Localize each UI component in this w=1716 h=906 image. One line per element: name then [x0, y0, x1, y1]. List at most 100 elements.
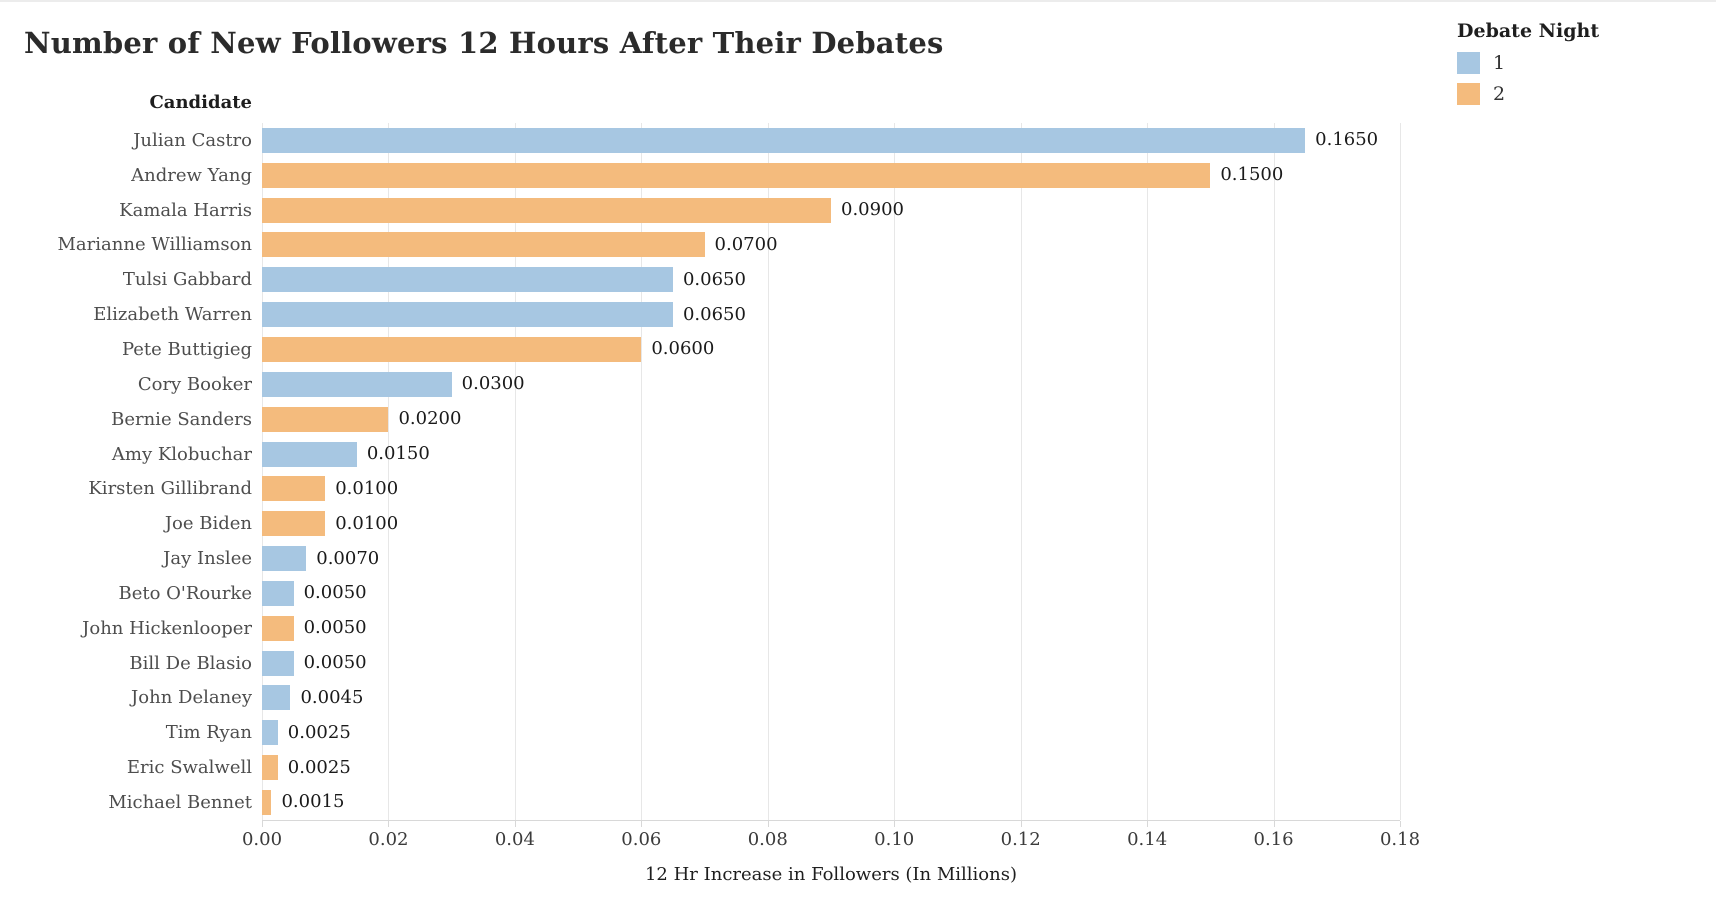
tick-mark: [388, 821, 390, 827]
chart-row: Tulsi Gabbard 0.0650: [0, 262, 1680, 297]
tick-mark: [1020, 821, 1022, 827]
candidate-label: John Hickenlooper: [82, 617, 252, 639]
bar[interactable]: [262, 197, 831, 223]
chart-row: Elizabeth Warren 0.0650: [0, 297, 1680, 332]
tick-mark: [767, 821, 769, 827]
tick-mark: [894, 821, 896, 827]
bar[interactable]: [262, 441, 357, 467]
gridline: [894, 123, 896, 820]
bar[interactable]: [262, 685, 291, 711]
bar-area: 0.0070: [262, 546, 1400, 572]
gridline: [1273, 123, 1275, 820]
bar-area: 0.0150: [262, 441, 1400, 467]
bar[interactable]: [262, 267, 673, 293]
legend-item[interactable]: 2: [1457, 83, 1707, 105]
chart-row: John Hickenlooper 0.0050: [0, 611, 1680, 646]
bar[interactable]: [262, 232, 705, 258]
candidate-label: Marianne Williamson: [57, 234, 253, 256]
tick-mark: [514, 821, 516, 827]
tick-mark: [262, 821, 263, 827]
bar[interactable]: [262, 720, 278, 746]
bar[interactable]: [262, 406, 389, 432]
bar[interactable]: [262, 789, 272, 815]
chart-row: Amy Klobuchar 0.0150: [0, 437, 1680, 472]
chart-row: Eric Swalwell 0.0025: [0, 750, 1680, 785]
bar[interactable]: [262, 336, 642, 362]
bar[interactable]: [262, 302, 673, 328]
candidate-column-header: Candidate: [149, 92, 252, 113]
bar-value-label: 0.0600: [651, 338, 715, 360]
candidate-label: John Delaney: [131, 687, 252, 709]
tick-mark: [641, 821, 643, 827]
bar[interactable]: [262, 755, 278, 781]
tick-mark: [1147, 821, 1149, 827]
bar-value-label: 0.0650: [682, 303, 746, 325]
bar[interactable]: [262, 511, 326, 537]
chart-row: Julian Castro 0.1650: [0, 123, 1680, 158]
bar-chart: Julian Castro 0.1650 Andrew Yang 0.1500 Kama…: [0, 123, 1680, 820]
candidate-label: Kirsten Gillibrand: [88, 478, 252, 500]
plot-grid: [262, 123, 1401, 827]
bar-value-label: 0.0100: [335, 477, 399, 499]
bar[interactable]: [262, 615, 294, 641]
bar-value-label: 0.0200: [398, 408, 462, 430]
candidate-label: Pete Buttigieg: [121, 338, 252, 360]
bar-value-label: 0.0025: [287, 756, 351, 778]
bar[interactable]: [262, 162, 1211, 188]
gridline: [262, 123, 263, 820]
legend-swatch: [1457, 83, 1480, 105]
bar[interactable]: [262, 546, 307, 572]
x-tick-label: 0.06: [621, 829, 662, 850]
x-axis: 0.00 0.02 0.04 0.06 0.08 0.10 0.12 0.14 0.16 0.18: [242, 829, 1420, 853]
candidate-label: Amy Klobuchar: [111, 443, 252, 465]
bar-area: 0.0050: [262, 580, 1400, 606]
bar[interactable]: [262, 371, 452, 397]
x-tick-label: 0.02: [368, 829, 409, 850]
bar[interactable]: [262, 127, 1306, 153]
chart-row: Beto O'Rourke 0.0050: [0, 576, 1680, 611]
x-tick-label: 0.16: [1253, 829, 1294, 850]
bar-value-label: 0.0015: [281, 791, 345, 813]
bar-area: 0.0045: [262, 685, 1400, 711]
candidate-label: Joe Biden: [164, 513, 252, 535]
chart-row: Marianne Williamson 0.0700: [0, 228, 1680, 263]
bar-value-label: 0.0100: [335, 512, 399, 534]
chart-title: Number of New Followers 12 Hours After T…: [24, 26, 944, 60]
candidate-label: Tulsi Gabbard: [122, 269, 252, 291]
x-tick-label: 0.04: [494, 829, 535, 850]
bar[interactable]: [262, 650, 294, 676]
chart-row: Bernie Sanders 0.0200: [0, 402, 1680, 437]
tick-mark: [1400, 821, 1401, 827]
gridline: [641, 123, 643, 820]
chart-row: Joe Biden 0.0100: [0, 506, 1680, 541]
x-tick-label: 0.08: [747, 829, 788, 850]
chart-row: Kamala Harris 0.0900: [0, 193, 1680, 228]
bar-area: 0.0600: [262, 336, 1400, 362]
bar[interactable]: [262, 476, 326, 502]
chart-row: Kirsten Gillibrand 0.0100: [0, 471, 1680, 506]
bar-value-label: 0.1500: [1220, 164, 1284, 186]
candidate-label: Bill De Blasio: [129, 652, 252, 674]
gridline: [1020, 123, 1022, 820]
bar-value-label: 0.0050: [303, 582, 367, 604]
gridline: [767, 123, 769, 820]
candidate-label: Beto O'Rourke: [118, 582, 252, 604]
candidate-label: Andrew Yang: [131, 164, 252, 186]
gridline: [1400, 123, 1401, 820]
legend-item[interactable]: 1: [1457, 52, 1707, 74]
bar-area: 0.0025: [262, 720, 1400, 746]
bar-value-label: 0.0050: [303, 617, 367, 639]
bar-value-label: 0.0300: [461, 373, 525, 395]
bar-area: 0.0050: [262, 615, 1400, 641]
legend-item-label: 1: [1493, 51, 1506, 74]
chart-row: Michael Bennet 0.0015: [0, 785, 1680, 820]
chart-row: Cory Booker 0.0300: [0, 367, 1680, 402]
candidate-label: Kamala Harris: [119, 199, 252, 221]
bar-area: 0.0300: [262, 371, 1400, 397]
candidate-label: Jay Inslee: [163, 548, 252, 570]
bar-area: 0.0015: [262, 789, 1400, 815]
bar[interactable]: [262, 580, 294, 606]
